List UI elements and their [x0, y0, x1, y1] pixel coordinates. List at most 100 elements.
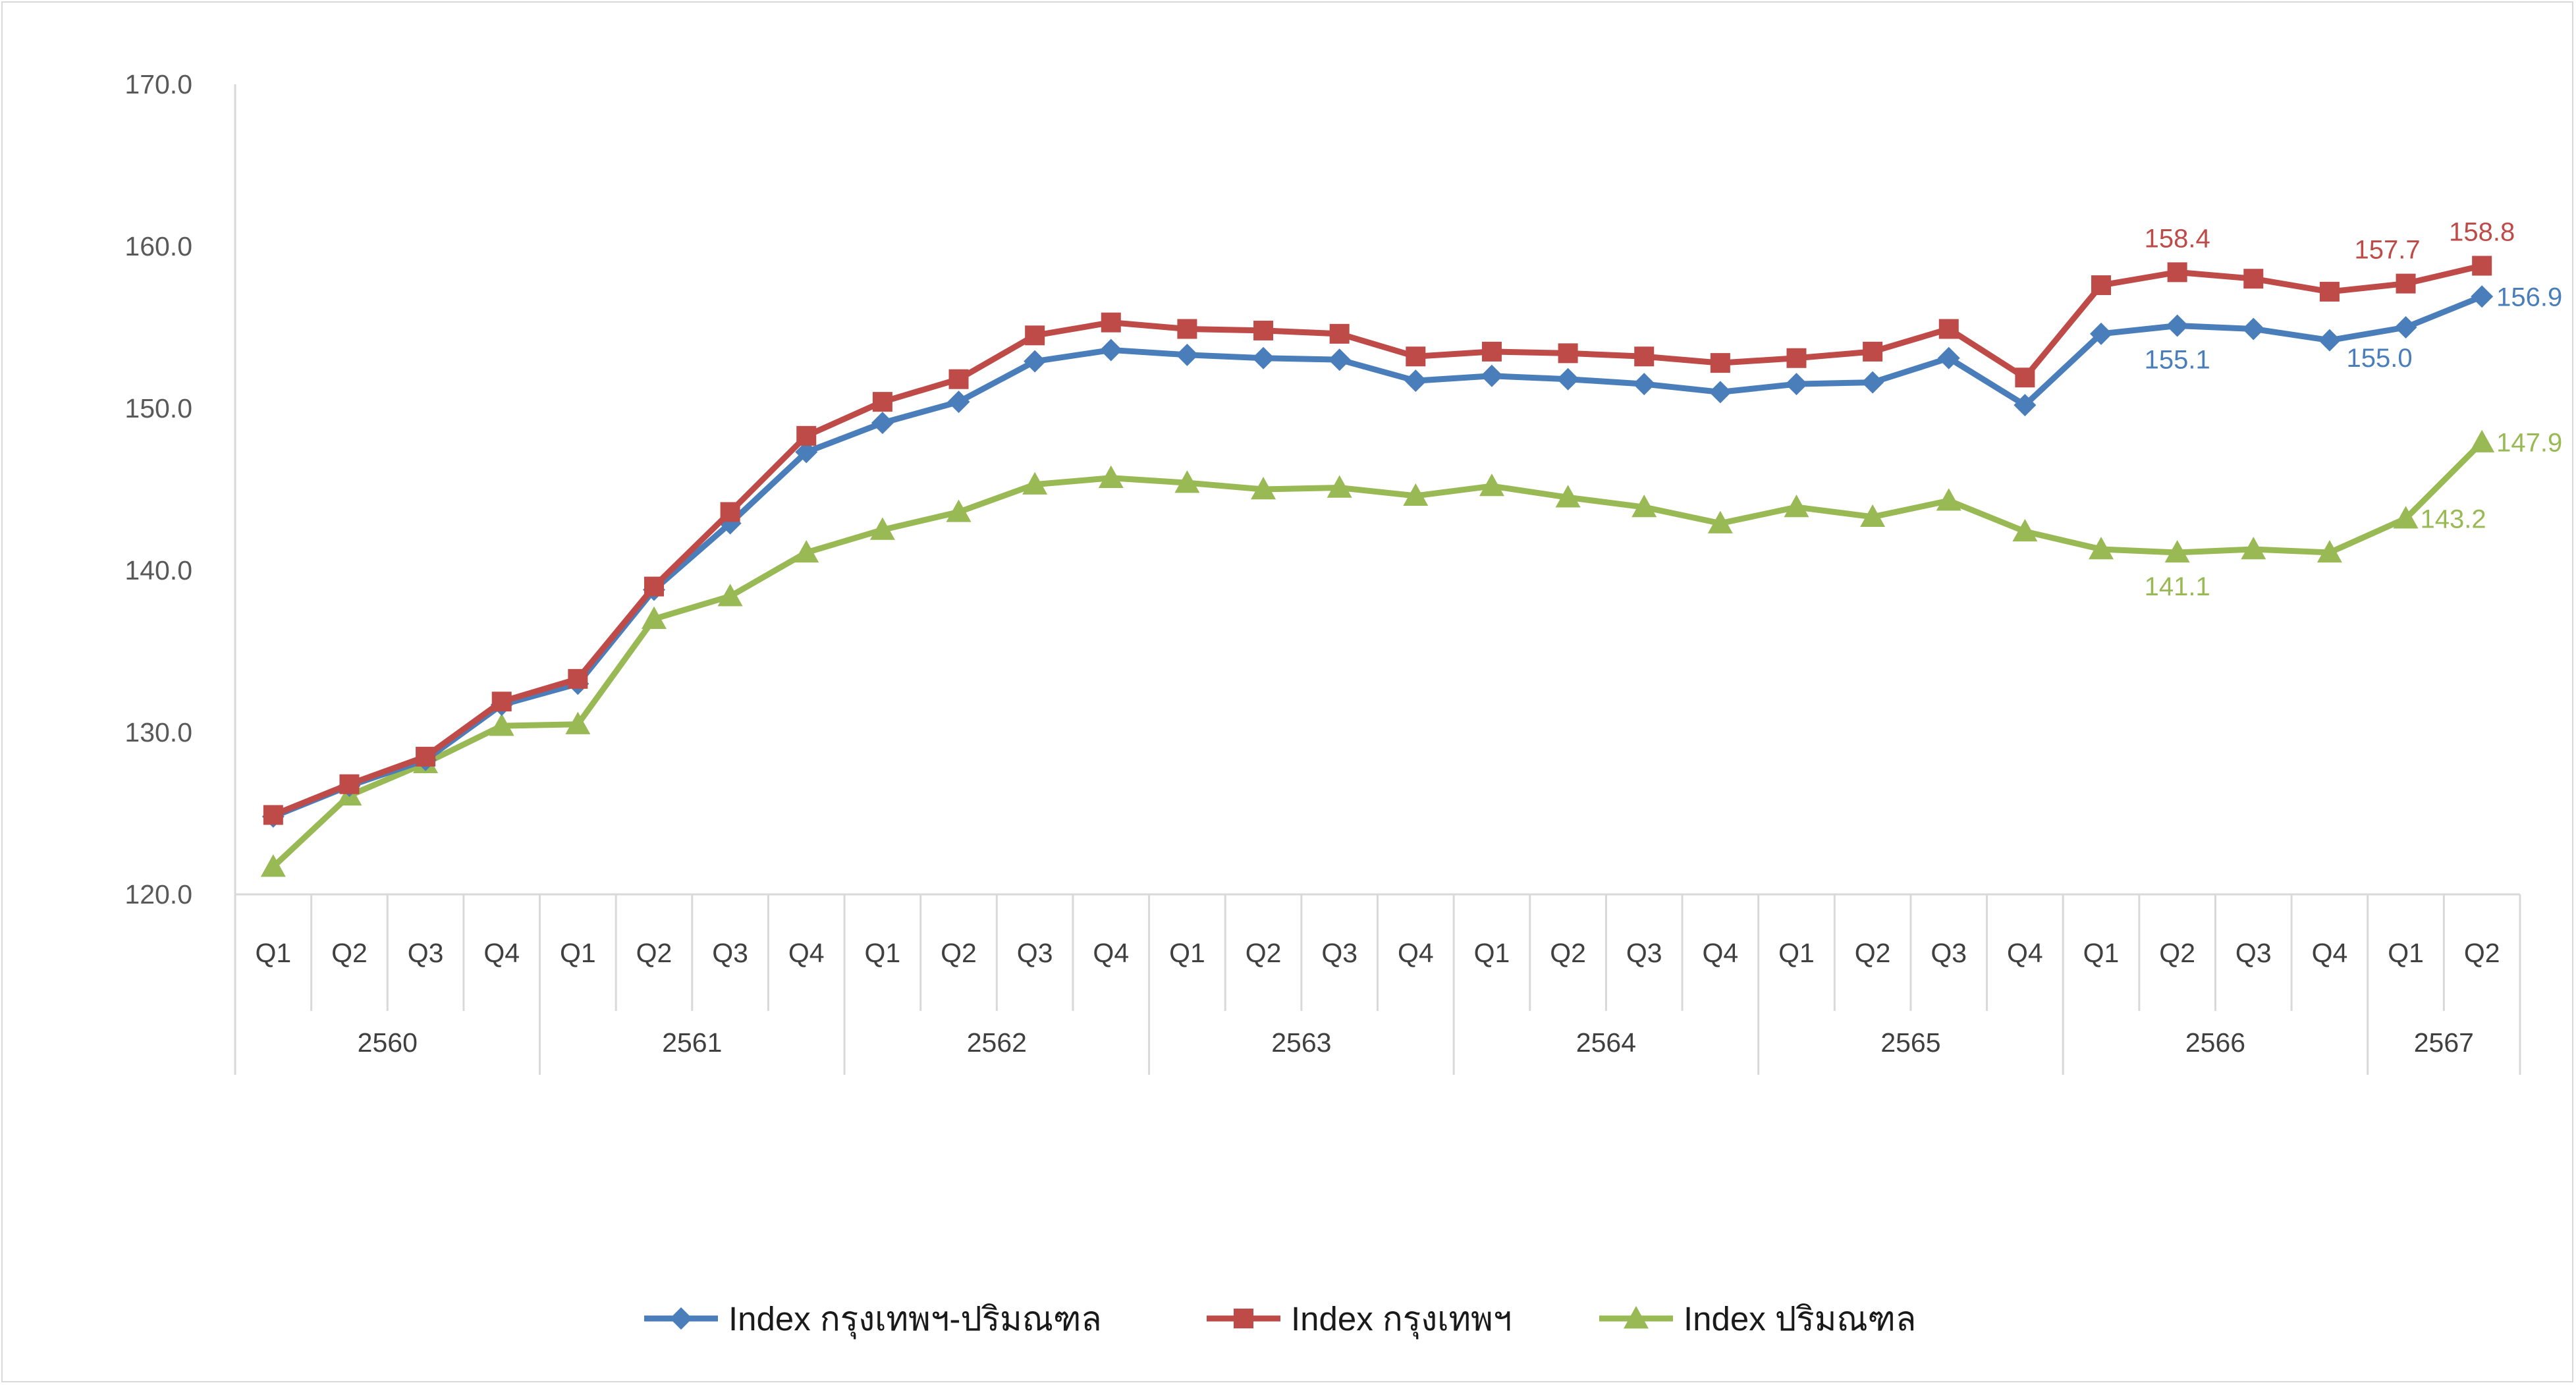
- x-quarter-label: Q2: [1855, 938, 1891, 968]
- data-point-triangle: [1022, 472, 1048, 495]
- data-point-square: [2243, 269, 2264, 289]
- data-point-triangle: [1936, 488, 1961, 511]
- data-point-diamond: [1633, 373, 1656, 396]
- legend-item: Index กรุงเทพฯ-ปริมณฑล: [644, 1300, 1102, 1340]
- x-year-label: 2562: [967, 1027, 1027, 1058]
- data-point-triangle: [1707, 510, 1733, 533]
- series-line: [270, 439, 2485, 870]
- data-point-triangle: [794, 539, 819, 563]
- x-quarter-label: Q1: [865, 938, 901, 968]
- x-quarter-label: Q3: [1017, 938, 1053, 968]
- data-point-diamond: [1709, 381, 1732, 404]
- x-quarter-label: Q2: [331, 938, 368, 968]
- x-year-label: 2560: [358, 1027, 418, 1058]
- x-quarter-label: Q2: [1246, 938, 1282, 968]
- x-quarter-label: Q4: [788, 938, 825, 968]
- y-tick-label: 120.0: [124, 879, 192, 910]
- data-point-square: [1101, 312, 1121, 333]
- data-point-square: [339, 774, 360, 794]
- data-point-diamond: [1252, 346, 1275, 369]
- data-point-triangle: [489, 713, 514, 736]
- data-point-diamond: [1861, 371, 1884, 394]
- data-point-square: [1329, 323, 1350, 344]
- data-point-triangle: [2393, 506, 2419, 529]
- x-quarter-label: Q1: [255, 938, 291, 968]
- data-point-triangle: [1860, 504, 1886, 528]
- x-year-label: 2567: [2414, 1027, 2474, 1058]
- data-point-triangle: [946, 499, 972, 522]
- data-label: 143.2: [2421, 504, 2486, 533]
- x-quarter-label: Q2: [1550, 938, 1586, 968]
- data-point-square: [1253, 320, 1274, 340]
- data-point-triangle: [2164, 539, 2190, 563]
- data-point-triangle: [1174, 470, 1200, 493]
- legend-item: Index ปริมณฑล: [1599, 1300, 1916, 1338]
- x-quarter-label: Q2: [2464, 938, 2500, 968]
- data-point-triangle: [717, 584, 743, 607]
- x-quarter-label: Q3: [1931, 938, 1967, 968]
- data-point-square: [1558, 343, 1578, 364]
- x-quarter-label: Q2: [2159, 938, 2195, 968]
- data-label: 157.7: [2354, 236, 2420, 265]
- y-tick-label: 160.0: [124, 231, 192, 261]
- data-point-square: [2091, 275, 2112, 296]
- x-quarter-label: Q3: [1626, 938, 1662, 968]
- y-tick-label: 140.0: [124, 555, 192, 585]
- data-point-diamond: [1328, 348, 1351, 371]
- data-point-diamond: [1404, 369, 1427, 393]
- legend: Index กรุงเทพฯ-ปริมณฑล Index กรุงเทพฯ Inde…: [644, 1300, 1916, 1340]
- data-point-triangle: [2089, 537, 2114, 560]
- data-point-triangle: [1624, 1306, 1649, 1329]
- data-point-diamond: [1099, 339, 1122, 362]
- data-point-square: [2319, 281, 2340, 302]
- data-point-square: [2472, 256, 2492, 276]
- series-triangle: [260, 429, 2495, 877]
- legend-label: Index ปริมณฑล: [1684, 1300, 1916, 1338]
- data-point-triangle: [2316, 539, 2342, 563]
- data-point-triangle: [1784, 495, 1809, 518]
- series-line: [270, 263, 2485, 818]
- x-year-label: 2565: [1880, 1027, 1940, 1058]
- x-quarter-label: Q3: [408, 938, 444, 968]
- data-point-square: [720, 502, 740, 522]
- x-quarter-label: Q3: [2235, 938, 2272, 968]
- x-quarter-label: Q2: [941, 938, 977, 968]
- data-point-triangle: [2469, 429, 2495, 452]
- data-point-square: [491, 692, 512, 712]
- data-point-diamond: [1176, 343, 1199, 366]
- y-axis: 120.0 130.0 140.0 150.0 160.0 170.0: [124, 69, 236, 910]
- y-tick-label: 130.0: [124, 717, 192, 747]
- data-point-triangle: [1098, 465, 1124, 488]
- data-point-square: [2167, 262, 2187, 283]
- data-point-square: [1786, 348, 1807, 368]
- series-line: [270, 293, 2485, 820]
- data-point-triangle: [1251, 477, 1276, 500]
- data-point-diamond: [1556, 367, 1579, 391]
- data-point-square: [2396, 273, 2416, 294]
- data-point-triangle: [1479, 474, 1504, 497]
- data-point-triangle: [869, 517, 895, 540]
- x-quarter-label: Q1: [1474, 938, 1510, 968]
- x-quarter-label: Q4: [483, 938, 520, 968]
- data-label: 156.9: [2496, 283, 2562, 312]
- x-quarter-label: Q1: [2083, 938, 2120, 968]
- x-quarter-label: Q1: [560, 938, 596, 968]
- data-point-diamond: [2242, 317, 2265, 340]
- data-point-square: [872, 392, 892, 412]
- data-point-square: [796, 425, 817, 446]
- x-quarter-label: Q1: [2388, 938, 2424, 968]
- data-point-triangle: [260, 854, 286, 877]
- data-point-diamond: [1785, 373, 1808, 396]
- x-quarter-label: Q1: [1778, 938, 1815, 968]
- x-quarter-label: Q4: [2007, 938, 2043, 968]
- x-year-label: 2561: [662, 1027, 722, 1058]
- data-label: 155.0: [2346, 344, 2412, 373]
- data-label: 155.1: [2145, 346, 2210, 375]
- data-point-square: [948, 369, 969, 389]
- legend-label: Index กรุงเทพฯ: [1291, 1300, 1512, 1340]
- x-quarter-label: Q4: [2312, 938, 2348, 968]
- x-axis: Q1 Q2 Q3 Q4 Q1 Q2 Q3 Q4 Q1 Q2 Q3 Q4 Q1 Q2 Q3 Q4 Q1 Q2 Q3 Q4…: [234, 893, 2521, 1075]
- data-label: 141.1: [2145, 572, 2210, 601]
- data-point-diamond: [2471, 285, 2494, 308]
